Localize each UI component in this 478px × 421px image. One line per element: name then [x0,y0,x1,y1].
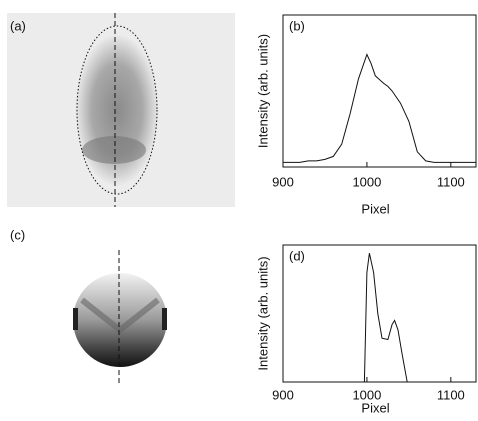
x-tick-label: 1100 [437,387,465,402]
panel-c-image [73,250,167,384]
panel-label: (b) [289,18,305,33]
line-series [283,53,476,163]
x-tick-label: 1000 [352,174,381,189]
line-series [363,253,408,383]
panel-label: (c) [10,227,25,242]
y-axis-label: Intensity (arb. units) [255,256,270,370]
x-axis-label: Pixel [361,400,389,415]
x-tick-label: 900 [272,174,294,189]
panel-label: (d) [289,248,305,263]
x-tick-label: 1100 [437,174,465,189]
x-axis-label: Pixel [361,201,389,216]
panel-a-image [7,13,235,207]
plot-frame [282,244,477,383]
plot-frame [282,14,477,168]
y-axis-label: Intensity (arb. units) [255,34,270,148]
x-tick-label: 900 [272,387,294,402]
panel-label: (a) [10,18,26,33]
x-tick-label: 1000 [352,387,381,402]
